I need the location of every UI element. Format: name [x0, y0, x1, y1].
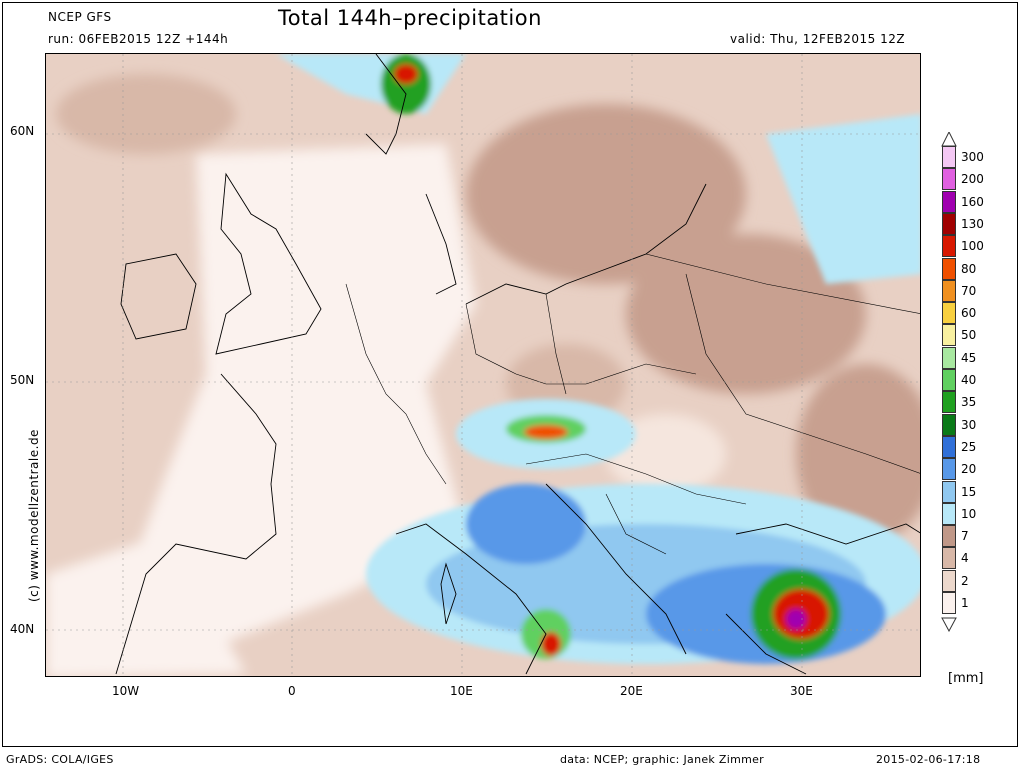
- legend-level: 1: [942, 592, 1022, 614]
- legend-level: 160: [942, 190, 1022, 213]
- plot-frame: [2, 2, 1018, 747]
- legend-label: 100: [961, 239, 984, 254]
- legend-swatch: [942, 324, 956, 347]
- legend-swatch: [942, 146, 956, 168]
- legend-label: 80: [961, 261, 977, 276]
- legend-label: 2: [961, 573, 969, 588]
- lon-label-10w: 10W: [112, 684, 140, 698]
- lon-label-0: 0: [288, 684, 296, 698]
- legend-swatch: [942, 525, 956, 548]
- legend-swatch: [942, 435, 956, 458]
- field-light: [46, 144, 726, 676]
- legend-label: 10: [961, 506, 977, 521]
- legend-label: 300: [961, 150, 984, 164]
- legend-level: 7: [942, 525, 1022, 548]
- data-credit: data: NCEP; graphic: Janek Zimmer: [560, 753, 764, 766]
- map-canvas: [46, 54, 920, 676]
- legend-level: 70: [942, 279, 1022, 302]
- legend-label: 15: [961, 484, 977, 499]
- coastlines: [115, 54, 920, 675]
- legend-level: 35: [942, 391, 1022, 414]
- legend-level: 130: [942, 212, 1022, 235]
- legend-level: 200: [942, 168, 1022, 191]
- legend-label: 30: [961, 417, 977, 432]
- legend-label: 35: [961, 395, 977, 410]
- legend-swatch: [942, 458, 956, 481]
- legend-swatch: [942, 279, 956, 302]
- lon-label-20e: 20E: [620, 684, 643, 698]
- lat-label-50n: 50N: [10, 373, 35, 387]
- legend-label: 1: [961, 596, 969, 610]
- legend-level: 100: [942, 235, 1022, 258]
- site-credit: (c) www.modellzentrale.de: [27, 429, 41, 602]
- render-timestamp: 2015-02-06-17:18: [876, 753, 981, 766]
- legend-swatch: [942, 257, 956, 280]
- legend-level: 15: [942, 480, 1022, 503]
- legend-swatch: [942, 502, 956, 525]
- legend-label: 50: [961, 328, 977, 343]
- legend-level: 45: [942, 346, 1022, 369]
- legend-swatch: [942, 480, 956, 503]
- legend-label: 60: [961, 306, 977, 321]
- legend-swatch: [942, 212, 956, 235]
- legend-swatch: [942, 235, 956, 258]
- legend-swatch: [942, 369, 956, 391]
- precipitation-map: [45, 53, 921, 677]
- color-legend: 300 200 160 130 100 80 70 60 50 45 40 35 30 25 20 15 10 7…: [941, 132, 1018, 632]
- legend-label: 25: [961, 439, 977, 454]
- legend-level: 2: [942, 569, 1022, 592]
- legend-unit: [mm]: [948, 671, 984, 686]
- run-info: run: 06FEB2015 12Z +144h: [48, 32, 229, 46]
- legend-label: 160: [961, 194, 984, 209]
- legend-label: 130: [961, 216, 984, 231]
- legend-swatch: [942, 391, 956, 414]
- grads-credit: GrADS: COLA/IGES: [6, 753, 114, 766]
- legend-swatch: [942, 592, 956, 614]
- gridlines: [46, 54, 920, 676]
- legend-level: 10: [942, 502, 1022, 525]
- lat-label-60n: 60N: [10, 124, 35, 138]
- legend-label: 45: [961, 350, 977, 365]
- legend-swatch: [942, 569, 956, 592]
- legend-swatch: [942, 302, 956, 325]
- map-title: Total 144h–precipitation: [278, 6, 542, 30]
- legend-label: 4: [961, 551, 969, 566]
- legend-swatch: [942, 168, 956, 191]
- legend-label: 200: [961, 172, 984, 187]
- lat-label-40n: 40N: [10, 622, 35, 636]
- legend-level: 80: [942, 257, 1022, 280]
- legend-level: 4: [942, 547, 1022, 570]
- legend-label: 40: [961, 373, 977, 387]
- borders: [345, 253, 920, 555]
- valid-time: valid: Thu, 12FEB2015 12Z: [730, 32, 906, 46]
- legend-level: 30: [942, 413, 1022, 436]
- legend-level: 40: [942, 369, 1022, 391]
- legend-label: 7: [961, 529, 969, 544]
- lon-label-10e: 10E: [450, 684, 473, 698]
- legend-swatch: [942, 413, 956, 436]
- legend-level: 25: [942, 435, 1022, 458]
- model-name: NCEP GFS: [48, 10, 112, 24]
- legend-label: 20: [961, 462, 977, 477]
- legend-level: 50: [942, 324, 1022, 347]
- legend-level: 300: [942, 146, 1022, 168]
- legend-level: 20: [942, 458, 1022, 481]
- legend-swatch: [942, 190, 956, 213]
- legend-label: 70: [961, 283, 977, 298]
- legend-swatch: [942, 547, 956, 570]
- legend-level: 60: [942, 302, 1022, 325]
- legend-swatch: [942, 346, 956, 369]
- field-wet: [276, 54, 920, 664]
- lon-label-30e: 30E: [790, 684, 813, 698]
